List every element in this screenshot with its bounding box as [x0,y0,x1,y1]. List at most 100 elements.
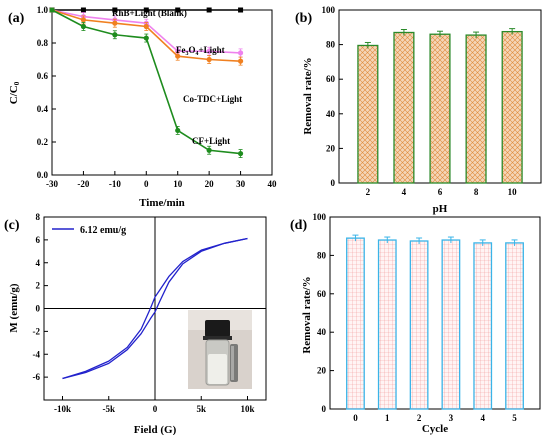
panel-c-ytick-label: -2 [33,326,41,336]
panel-a-ytick-label: 0.0 [37,170,49,180]
panel-c-ytick-label: -4 [33,349,41,359]
panel-b-ytick-label: 80 [326,40,336,50]
panel-a-label-cotdc: Co-TDC+Light [183,94,242,104]
panel-c-legend-text: 6.12 emu/g [80,225,126,236]
panel-b-xtick-label: 2 [366,187,371,197]
panel-a-xtick-label: 10 [173,179,183,189]
panel-d-bar [505,242,524,410]
panel-a-point [49,7,55,13]
panel-b-ytick-label: 100 [322,5,336,15]
panel-a-xtick-label: -30 [46,179,58,189]
panel-c-tag: (c) [4,218,20,233]
panel-a-point [112,7,118,13]
panel-a-series [49,7,244,158]
panel-b-bars [357,28,523,184]
panel-d: (d) 0 20 40 60 80 100 0 1 2 3 4 5 Cycle Removal rat… [290,212,541,435]
panel-d-ytick-label: 0 [322,404,327,414]
panel-d-bar [346,237,365,410]
panel-d-ytick-label: 60 [317,289,327,299]
panel-b-ytick-label: 40 [326,109,336,119]
panel-b-ticks: 0 20 40 60 80 100 2 4 6 8 10 [322,5,518,197]
panel-b-ylabel: Removal rate/% [302,57,314,134]
panel-a-frame [51,9,273,176]
panel-a-series-line [51,9,241,155]
panel-d-ytick-label: 20 [317,366,327,376]
panel-d-xtick-label: 0 [353,413,358,423]
panel-c-xtick-label: 0 [153,404,158,414]
panel-a-point [175,7,181,13]
panel-b-xtick-label: 10 [508,187,518,197]
panel-a-ticks: -30 -20 -10 0 10 20 30 40 0.0 0.2 0.4 0.6 0.8 1.0 [37,5,277,189]
panel-d-xlabel: Cycle [422,423,448,435]
panel-b-xtick-label: 8 [474,187,479,197]
panel-c-hysteresis-branch [62,237,248,380]
panel-a-ytick-label: 1.0 [37,5,49,15]
panel-b-bar [393,31,415,184]
panel-d-ylabel: Removal rate/% [301,276,313,353]
panel-d-xtick-label: 4 [480,413,485,423]
panel-a-point [80,7,86,13]
panel-c-ytick-label: 8 [36,212,41,222]
panel-a-point [238,7,244,13]
panel-a-label-blank: RhB+Light (Blank) [112,8,187,18]
panel-a-xtick-label: 20 [205,179,215,189]
panel-a-xtick-label: 0 [144,179,149,189]
panel-b-ytick-label: 0 [331,178,336,188]
panel-d-bar [441,239,461,410]
panel-a-ylabel: C/C0 [8,81,21,104]
panel-a-ytick-label: 0.8 [37,38,49,48]
panel-b-xtick-label: 6 [438,187,443,197]
panel-c-xtick-label: 5k [196,404,206,414]
panel-b-xlabel: pH [433,203,448,215]
panel-c-ytick-label: -6 [33,372,41,382]
panel-b-tag: (b) [295,11,312,26]
panel-a-point [206,7,212,13]
panel-d-bar [409,240,429,410]
panel-d-ytick-label: 80 [317,250,327,260]
panel-d-ticks: 0 20 40 60 80 100 0 1 2 3 4 5 [313,212,518,423]
panel-d-xtick-label: 5 [512,413,517,423]
panel-d-bar [377,239,397,410]
panel-a-xtick-label: -20 [77,179,89,189]
panel-d-tag: (d) [290,218,307,233]
panel-c-ylabel: M (emu/g) [8,283,20,333]
panel-d-ytick-label: 100 [313,212,327,222]
panel-c-ytick-label: 2 [36,281,41,291]
panel-d-xtick-label: 3 [449,413,454,423]
panel-d-frame [329,216,541,410]
panel-c-xlabel: Field (G) [134,424,177,435]
panel-c-inset-vial-photo [188,310,252,389]
panel-c-ytick-label: 4 [36,258,41,268]
panel-c-xtick-label: -5k [102,404,115,414]
panel-c-series [62,237,248,380]
panel-c-xtick-label: -10k [54,404,71,414]
panel-b: (b) 0 20 40 60 80 100 2 4 6 8 10 pH Removal rate/% [295,5,542,215]
panel-a-point [143,7,149,13]
panel-a-xtick-label: 40 [268,179,278,189]
panel-c-ytick-label: 6 [36,235,41,245]
panel-a-tag: (a) [8,11,25,26]
panel-a-ytick-label: 0.4 [37,104,49,114]
panel-d-bars [346,234,524,410]
panel-a-xlabel: Time/min [139,197,185,209]
panel-a-label-fe3o4: Fe3O4+Light [176,45,225,57]
panel-d-xtick-label: 1 [385,413,390,423]
panel-b-ytick-label: 20 [326,143,336,153]
panel-c-ytick-label: 0 [36,304,41,314]
panel-c-xtick-label: 10k [240,404,254,414]
panel-b-bar [501,30,523,184]
panel-b-ytick-label: 60 [326,74,336,84]
panel-d-xtick-label: 2 [417,413,422,423]
panel-a: (a) -30 -20 -10 0 10 20 30 40 0.0 0.2 0.4 0.6 0.8 1.0… [8,5,277,209]
panel-a-xtick-label: -10 [109,179,121,189]
panel-a-ytick-label: 0.2 [37,137,49,147]
panel-d-ytick-label: 40 [317,327,327,337]
panel-b-bar [429,33,451,184]
panel-a-xtick-label: 30 [236,179,246,189]
panel-c-hysteresis-branch [62,237,248,380]
panel-b-bar [357,44,379,184]
panel-b-bar [465,34,487,184]
panel-a-ytick-label: 0.6 [37,71,49,81]
